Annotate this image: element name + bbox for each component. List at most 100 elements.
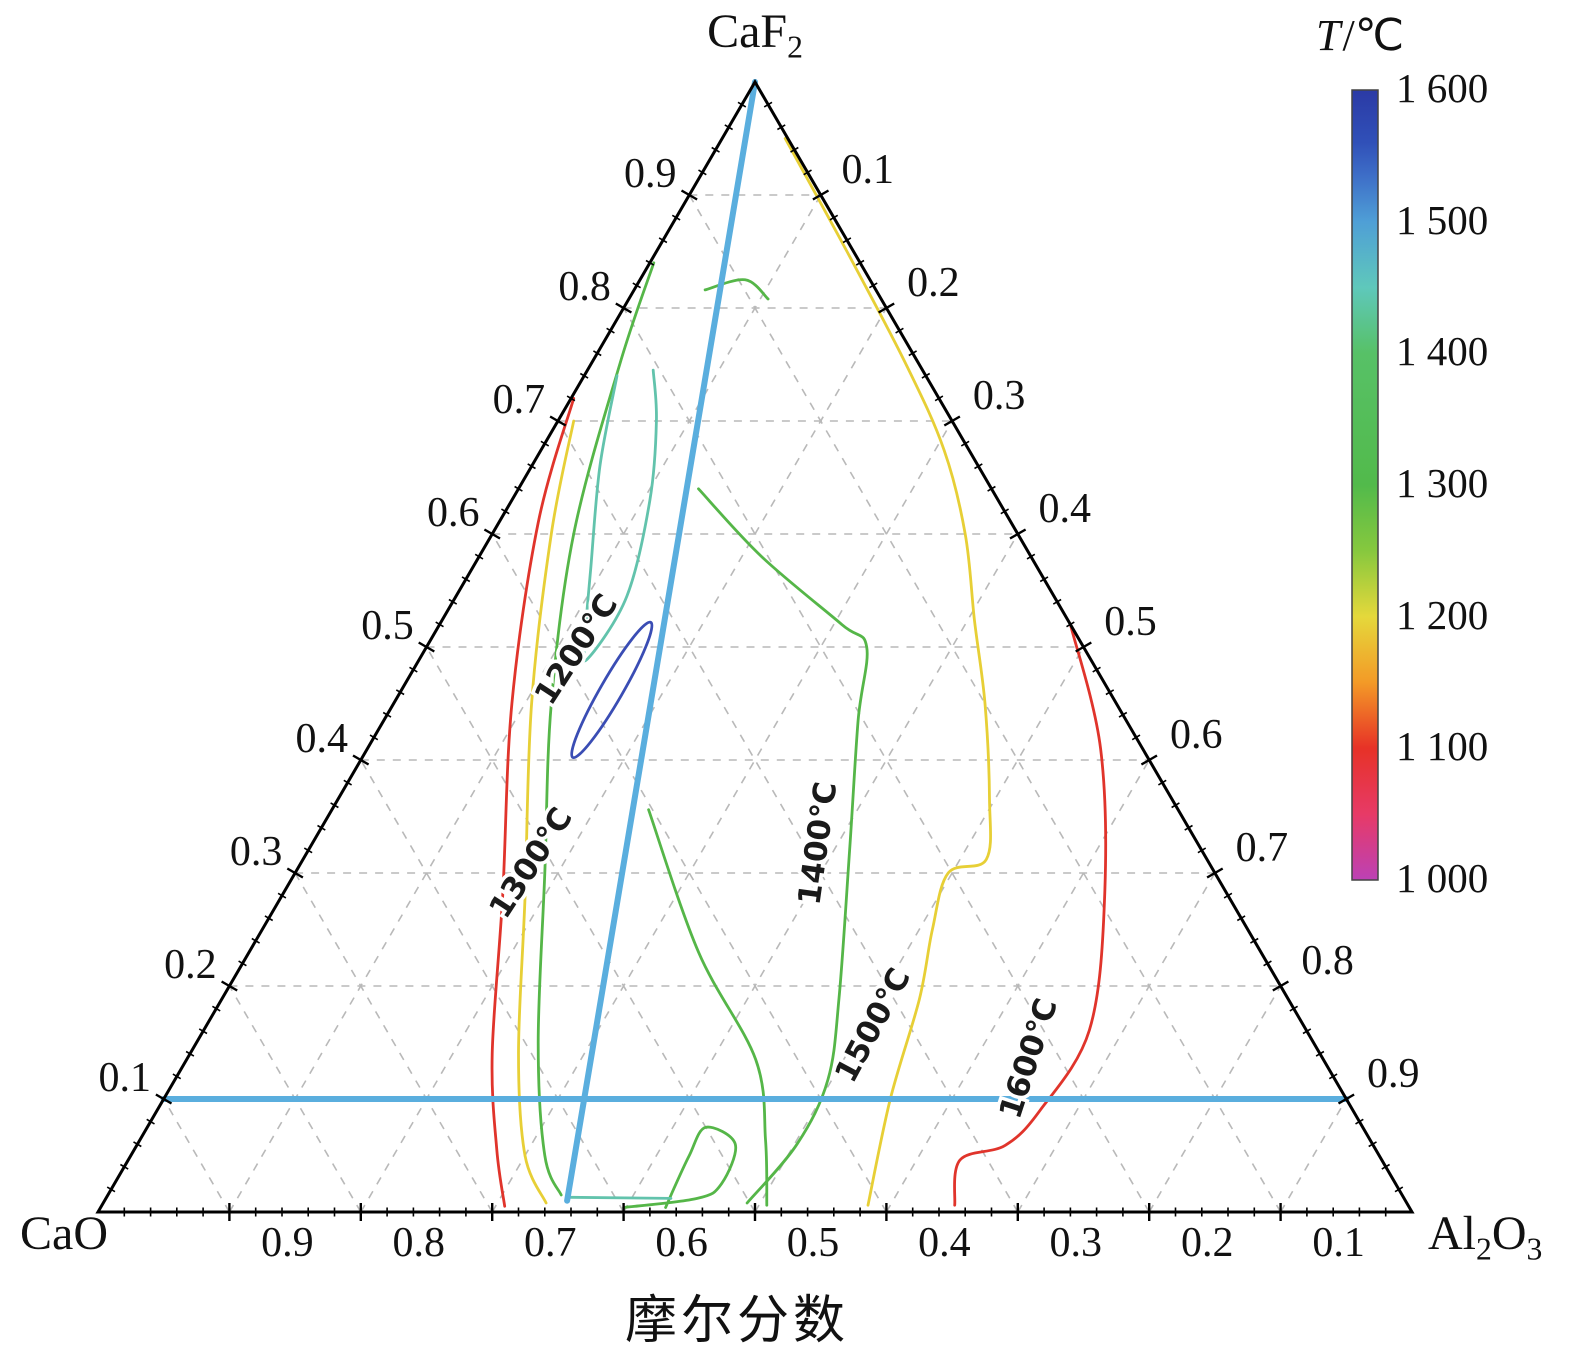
grid-line [557, 420, 1019, 1213]
axis-tick-label: 0.9 [1367, 1051, 1420, 1097]
axis-tick-label: 0.1 [98, 1055, 151, 1101]
axis-tick-label: 0.2 [164, 942, 217, 988]
axis-minor-tick [1066, 621, 1075, 628]
axis-minor-tick [763, 101, 773, 108]
grid-line [294, 872, 493, 1213]
axis-minor-tick [1197, 847, 1207, 854]
vertex-caf2-sub: 2 [787, 29, 803, 65]
vertex-al-b1: Al [1428, 1207, 1476, 1260]
axis-minor-tick [277, 892, 287, 899]
axis-major-tick [615, 302, 632, 314]
axis-tick-label: 0.4 [1039, 486, 1092, 532]
vertex-label-caf2: CaF2 [707, 5, 803, 65]
colorbar-tick-label-1000: 1 000 [1396, 855, 1489, 901]
vertex-label-cao: CaO [20, 1207, 108, 1261]
axis-minor-tick [1249, 937, 1259, 944]
axis-major-tick [1140, 754, 1158, 766]
axis-minor-tick [395, 689, 405, 696]
axis-minor-tick [842, 237, 852, 244]
isoline-teal-hairpin [582, 368, 658, 663]
axis-minor-tick [343, 779, 353, 786]
axis-tick-label: 0.3 [973, 373, 1026, 419]
axis-minor-tick [579, 372, 589, 379]
axis-minor-tick [317, 824, 326, 831]
axis-minor-tick [987, 485, 996, 492]
grid-line [622, 307, 1150, 1213]
vertex-al-b2: O [1491, 1207, 1527, 1260]
axis-minor-tick [645, 259, 655, 266]
axis-minor-tick [908, 350, 918, 357]
axis-minor-tick [1368, 1141, 1377, 1148]
axis-minor-tick [251, 937, 261, 944]
axis-minor-tick [658, 237, 668, 244]
axis-minor-tick [960, 440, 970, 447]
axis-minor-tick [1236, 915, 1246, 922]
axis-minor-tick [474, 553, 484, 560]
axis-minor-tick [1118, 711, 1128, 718]
axis-minor-tick [1026, 553, 1036, 560]
axis-minor-tick [1105, 689, 1115, 696]
axis-major-tick [943, 415, 961, 427]
colorbar-tick-label-1100: 1 100 [1396, 723, 1489, 769]
axis-tick-label: 0.9 [261, 1220, 314, 1266]
axis-major-tick [1337, 1093, 1355, 1105]
axis-major-tick [549, 415, 567, 427]
colorbar-title: T/℃ [1316, 10, 1404, 61]
axis-major-tick [1272, 980, 1289, 992]
axis-minor-tick [409, 666, 418, 673]
axis-minor-tick [1092, 666, 1101, 673]
axis-minor-tick [133, 1141, 142, 1148]
axis-major-tick [352, 754, 370, 766]
axis-tick-label: 0.6 [655, 1220, 708, 1266]
axis-minor-tick [514, 485, 523, 492]
axis-minor-tick [106, 1186, 116, 1193]
axis-tick-label: 0.4 [296, 716, 349, 762]
axis-minor-tick [724, 124, 734, 131]
grid-line [360, 307, 888, 1213]
axis-minor-tick [1039, 576, 1049, 583]
grid-line [688, 194, 1282, 1213]
axis-tick-label: 0.8 [393, 1220, 446, 1266]
axis-minor-tick [1184, 824, 1193, 831]
isoline-yellow-left [517, 419, 576, 1205]
axis-minor-tick [1000, 508, 1010, 515]
axis-minor-tick [776, 124, 786, 131]
isoline-green-1400-main [697, 487, 869, 1205]
axis-tick-label: 0.9 [624, 151, 677, 197]
axis-minor-tick [895, 327, 904, 334]
axis-major-tick [286, 867, 304, 879]
axis-tick-label: 0.2 [907, 260, 960, 306]
axis-tick-label: 0.5 [361, 603, 414, 649]
axis-tick-label: 0.4 [918, 1220, 971, 1266]
axis-tick-label: 0.6 [1170, 712, 1223, 758]
axis-tick-label: 0.7 [1236, 825, 1289, 871]
axis-minor-tick [527, 463, 536, 470]
axis-minor-tick [119, 1163, 129, 1170]
axis-minor-tick [632, 282, 642, 289]
axis-minor-tick [211, 1005, 221, 1012]
vertex-al-s1: 2 [1476, 1231, 1492, 1267]
axis-minor-tick [264, 915, 274, 922]
axis-minor-tick [934, 395, 944, 402]
axis-minor-tick [829, 214, 839, 221]
colorbar-tick-label-1400: 1 400 [1396, 328, 1489, 374]
axis-minor-tick [1381, 1163, 1391, 1170]
axis-major-tick [155, 1093, 173, 1105]
axis-tick-label: 0.2 [1181, 1220, 1234, 1266]
axis-minor-tick [330, 802, 339, 809]
axis-minor-tick [592, 350, 602, 357]
axis-minor-tick [868, 282, 878, 289]
grid-line [1279, 1098, 1347, 1213]
axis-minor-tick [803, 169, 812, 176]
colorbar-gradient [1351, 89, 1379, 881]
axis-major-tick [221, 980, 238, 992]
axis-minor-tick [921, 372, 931, 379]
axis-major-tick [1206, 867, 1224, 879]
isoline-green-top-arc [703, 278, 770, 301]
colorbar-tick-label-1500: 1 500 [1396, 197, 1489, 243]
grid-line [1017, 872, 1216, 1213]
axis-minor-tick [1263, 960, 1272, 967]
colorbar-title-symbol: T [1316, 11, 1341, 60]
axis-major-tick [418, 641, 435, 653]
